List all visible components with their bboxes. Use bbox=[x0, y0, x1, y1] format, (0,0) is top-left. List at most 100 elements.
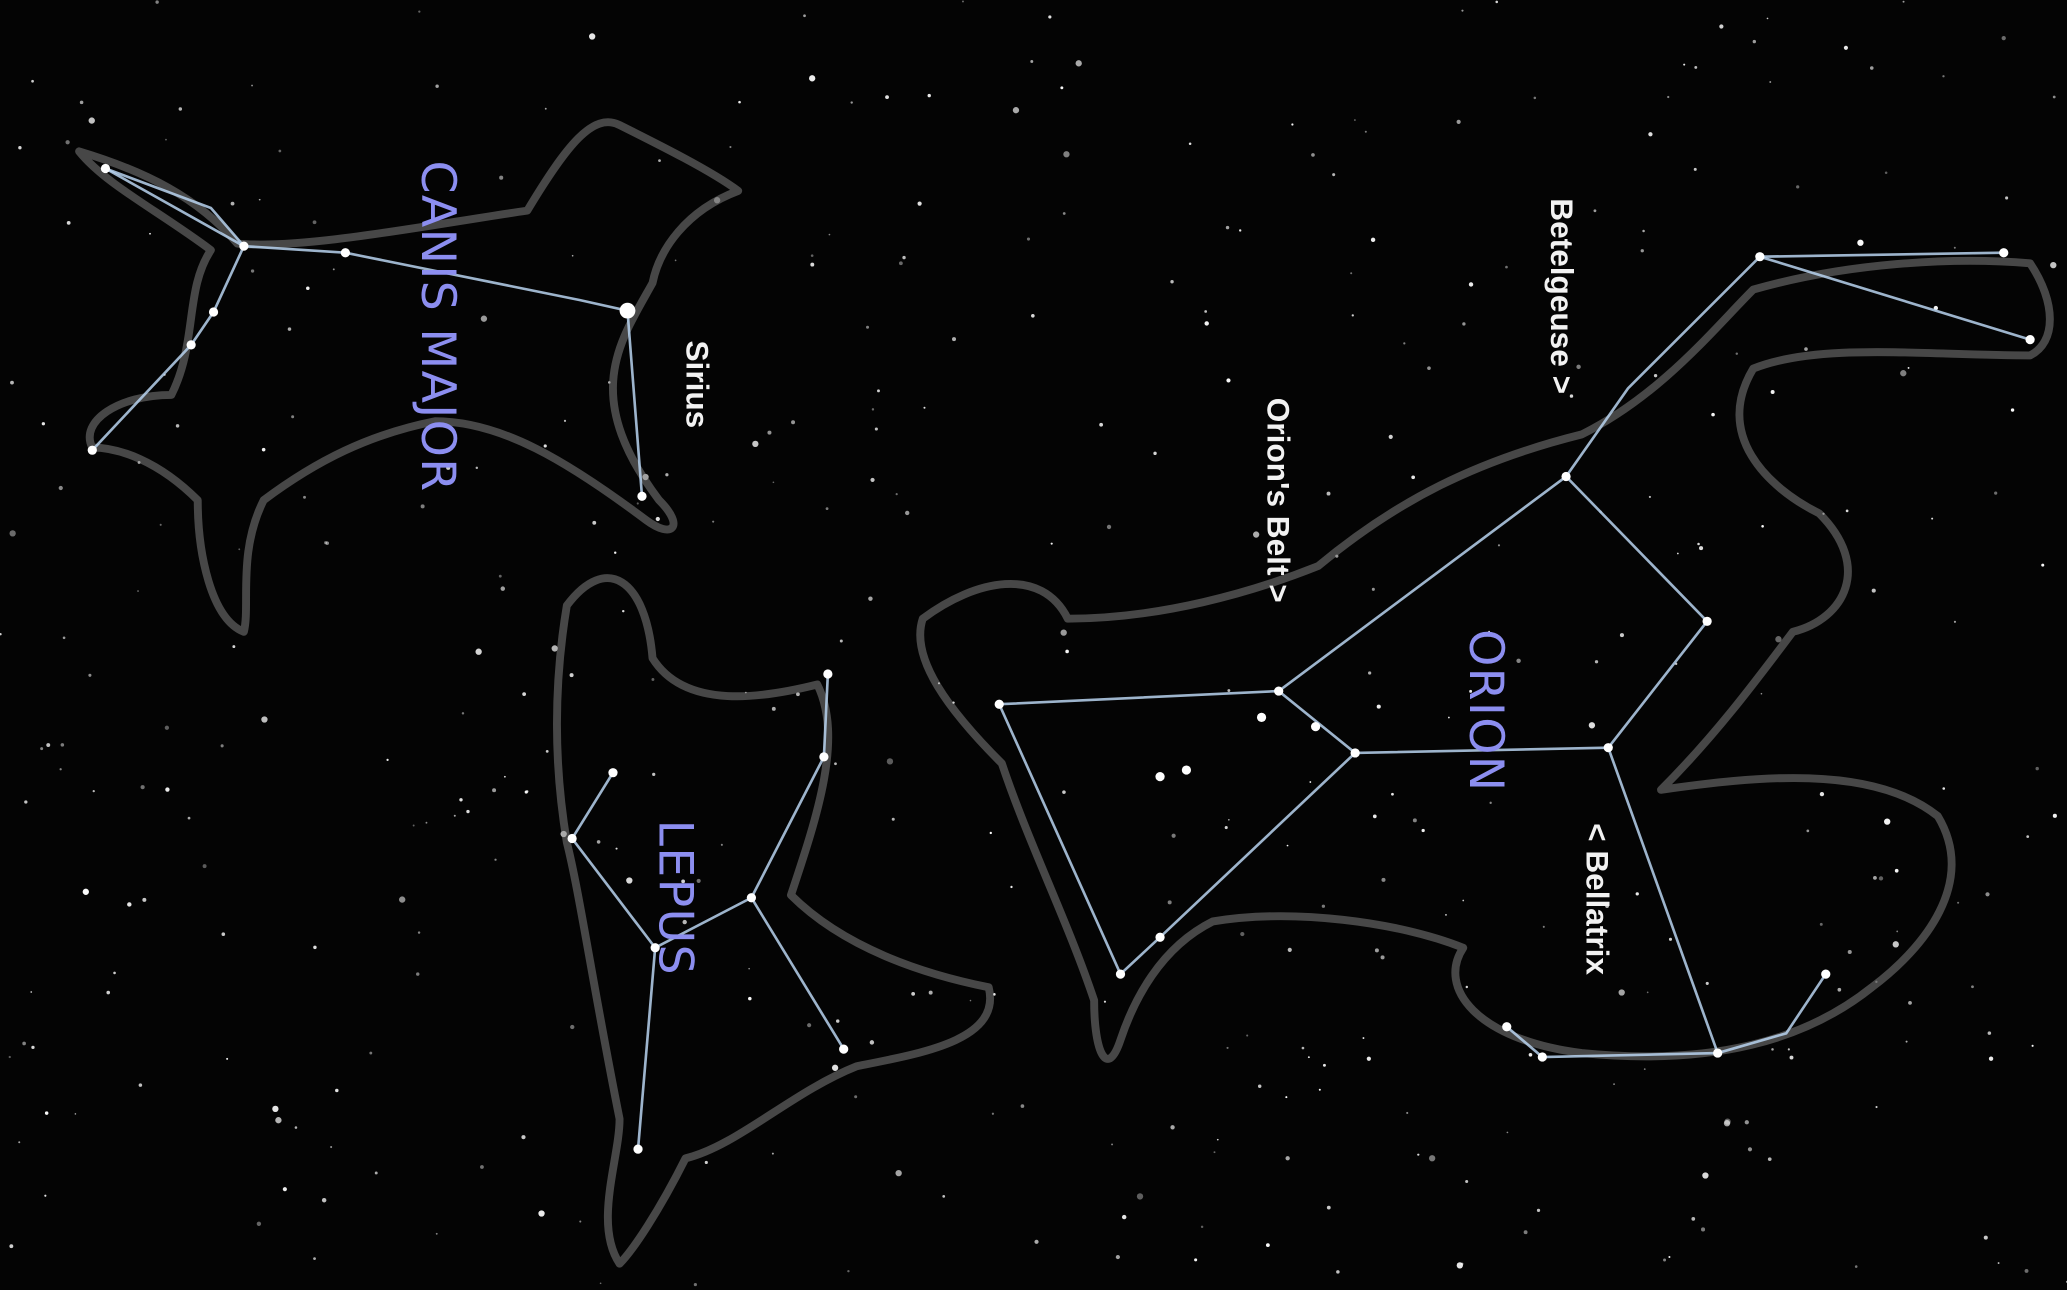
background-star bbox=[899, 261, 903, 265]
background-star bbox=[1367, 1057, 1371, 1061]
background-star bbox=[1595, 660, 1598, 663]
background-star bbox=[1873, 876, 1877, 880]
background-star bbox=[1683, 64, 1685, 66]
background-star bbox=[1724, 1120, 1730, 1126]
star-label: < Bellatrix bbox=[1580, 823, 1616, 975]
background-star bbox=[1332, 173, 1335, 176]
background-star bbox=[1529, 1053, 1533, 1057]
background-star bbox=[1427, 366, 1431, 370]
background-star bbox=[89, 117, 95, 123]
star bbox=[1821, 969, 1830, 978]
star bbox=[823, 669, 832, 678]
background-star bbox=[1246, 1035, 1248, 1037]
background-star bbox=[2002, 36, 2006, 40]
star bbox=[1538, 1052, 1547, 1061]
background-star bbox=[1505, 266, 1508, 269]
background-star bbox=[1984, 1236, 1988, 1240]
background-star bbox=[847, 1270, 849, 1272]
background-star bbox=[1170, 280, 1173, 283]
background-star bbox=[1694, 66, 1697, 69]
background-star bbox=[748, 997, 752, 1001]
background-star bbox=[652, 773, 655, 776]
background-star bbox=[1365, 131, 1367, 133]
background-star bbox=[772, 707, 776, 711]
background-star bbox=[1116, 1255, 1120, 1259]
star bbox=[1116, 969, 1125, 978]
background-star bbox=[1406, 1112, 1408, 1114]
background-star bbox=[1429, 1155, 1435, 1161]
background-star bbox=[1711, 413, 1715, 417]
background-star bbox=[1372, 588, 1375, 591]
background-star bbox=[1908, 1001, 1912, 1005]
background-star bbox=[850, 101, 852, 103]
background-star bbox=[1701, 1227, 1705, 1231]
background-star bbox=[160, 524, 162, 526]
background-star bbox=[1769, 81, 1771, 83]
constellation-label: ORION bbox=[1458, 629, 1513, 792]
background-star bbox=[929, 991, 933, 995]
background-star bbox=[564, 420, 566, 422]
background-star bbox=[1994, 492, 1997, 495]
background-star bbox=[113, 972, 116, 975]
background-star bbox=[870, 478, 874, 482]
star bbox=[839, 1045, 848, 1054]
background-star bbox=[1288, 948, 1292, 952]
background-star bbox=[44, 1195, 46, 1197]
star bbox=[995, 700, 1004, 709]
background-star bbox=[1375, 948, 1379, 952]
background-star bbox=[526, 790, 529, 793]
background-star bbox=[416, 972, 419, 975]
background-star bbox=[413, 824, 415, 826]
background-star bbox=[46, 743, 50, 747]
background-star bbox=[1768, 1157, 1772, 1161]
background-star bbox=[278, 150, 281, 153]
background-star bbox=[887, 758, 893, 764]
star bbox=[1155, 772, 1164, 781]
background-star bbox=[459, 798, 462, 801]
background-star bbox=[1989, 1057, 1993, 1061]
background-star bbox=[231, 202, 235, 206]
background-star bbox=[545, 108, 547, 110]
background-star bbox=[1322, 905, 1325, 908]
background-star bbox=[2011, 408, 2014, 411]
background-star bbox=[1413, 818, 1417, 822]
background-star bbox=[992, 1113, 994, 1115]
background-star bbox=[1537, 1209, 1540, 1212]
star bbox=[1182, 765, 1191, 774]
background-star bbox=[288, 327, 291, 330]
background-star bbox=[1498, 544, 1500, 546]
background-star bbox=[238, 548, 240, 550]
background-star bbox=[1857, 240, 1863, 246]
background-star bbox=[1021, 1104, 1025, 1108]
background-star bbox=[592, 521, 596, 525]
background-star bbox=[928, 94, 931, 97]
background-star bbox=[492, 788, 496, 792]
background-star bbox=[1034, 1240, 1038, 1244]
background-star bbox=[1291, 123, 1293, 125]
background-star bbox=[75, 1113, 77, 1115]
background-star bbox=[1942, 787, 1945, 790]
background-star bbox=[9, 1244, 13, 1248]
background-star bbox=[88, 674, 91, 677]
background-star bbox=[501, 586, 505, 590]
background-star bbox=[1063, 212, 1066, 215]
background-star bbox=[1287, 845, 1289, 847]
background-star bbox=[369, 1052, 372, 1055]
background-star bbox=[1719, 24, 1723, 28]
background-star bbox=[538, 1210, 544, 1216]
background-star bbox=[63, 636, 66, 639]
background-star bbox=[1957, 902, 1959, 904]
background-star bbox=[622, 610, 624, 612]
background-star bbox=[504, 776, 506, 778]
background-star bbox=[872, 408, 874, 410]
star bbox=[608, 768, 617, 777]
background-star bbox=[942, 1195, 945, 1198]
background-star bbox=[203, 864, 207, 868]
background-star bbox=[93, 790, 95, 792]
background-star bbox=[637, 502, 639, 504]
background-star bbox=[1748, 1147, 1752, 1151]
background-star bbox=[970, 1000, 972, 1002]
background-star bbox=[1771, 1048, 1774, 1051]
background-star bbox=[1654, 374, 1657, 377]
background-star bbox=[22, 1042, 26, 1046]
